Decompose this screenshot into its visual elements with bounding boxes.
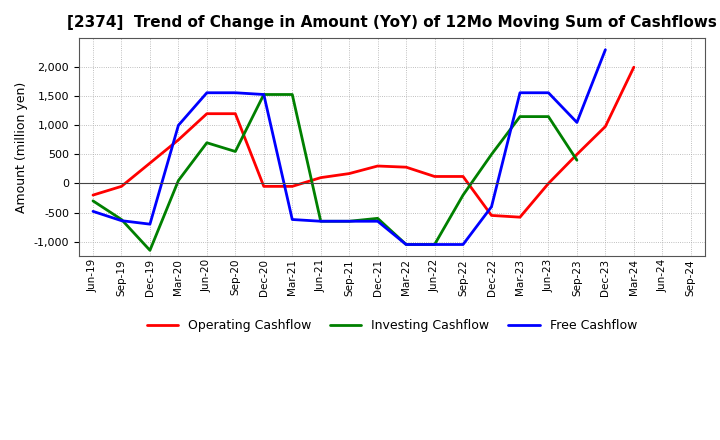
Line: Operating Cashflow: Operating Cashflow [93,67,634,217]
Investing Cashflow [231,149,240,154]
Investing Cashflow [572,158,581,163]
Free Cashflow [544,90,553,95]
Investing Cashflow [431,242,439,247]
Operating Cashflow [145,161,154,166]
Free Cashflow [402,242,410,247]
Investing Cashflow [516,114,524,119]
Free Cashflow [572,120,581,125]
Investing Cashflow [374,216,382,221]
Operating Cashflow [601,124,610,129]
Investing Cashflow [402,242,410,247]
Investing Cashflow [145,248,154,253]
Investing Cashflow [487,152,496,157]
Operating Cashflow [259,184,268,189]
Operating Cashflow [487,213,496,218]
Title: [2374]  Trend of Change in Amount (YoY) of 12Mo Moving Sum of Cashflows: [2374] Trend of Change in Amount (YoY) o… [67,15,717,30]
Investing Cashflow [259,92,268,97]
Free Cashflow [145,221,154,227]
Operating Cashflow [288,184,297,189]
Free Cashflow [516,90,524,95]
Operating Cashflow [544,181,553,186]
Operating Cashflow [174,137,183,143]
Operating Cashflow [629,65,638,70]
Operating Cashflow [202,111,211,116]
Investing Cashflow [459,192,467,198]
Line: Free Cashflow: Free Cashflow [93,50,606,245]
Investing Cashflow [316,219,325,224]
Operating Cashflow [345,171,354,176]
Operating Cashflow [431,174,439,179]
Free Cashflow [202,90,211,95]
Legend: Operating Cashflow, Investing Cashflow, Free Cashflow: Operating Cashflow, Investing Cashflow, … [142,314,642,337]
Free Cashflow [431,242,439,247]
Operating Cashflow [402,165,410,170]
Operating Cashflow [231,111,240,116]
Free Cashflow [601,47,610,52]
Operating Cashflow [374,163,382,169]
Investing Cashflow [174,178,183,183]
Investing Cashflow [345,219,354,224]
Free Cashflow [89,209,97,214]
Y-axis label: Amount (million yen): Amount (million yen) [15,81,28,213]
Investing Cashflow [89,198,97,204]
Operating Cashflow [316,175,325,180]
Free Cashflow [374,219,382,224]
Free Cashflow [345,219,354,224]
Investing Cashflow [288,92,297,97]
Free Cashflow [316,219,325,224]
Investing Cashflow [117,217,126,222]
Investing Cashflow [202,140,211,145]
Operating Cashflow [117,184,126,189]
Free Cashflow [231,90,240,95]
Line: Investing Cashflow: Investing Cashflow [93,95,577,250]
Free Cashflow [459,242,467,247]
Free Cashflow [288,217,297,222]
Operating Cashflow [89,192,97,198]
Free Cashflow [117,218,126,224]
Operating Cashflow [459,174,467,179]
Free Cashflow [259,92,268,97]
Operating Cashflow [516,215,524,220]
Free Cashflow [487,204,496,209]
Investing Cashflow [544,114,553,119]
Operating Cashflow [572,152,581,157]
Free Cashflow [174,123,183,128]
